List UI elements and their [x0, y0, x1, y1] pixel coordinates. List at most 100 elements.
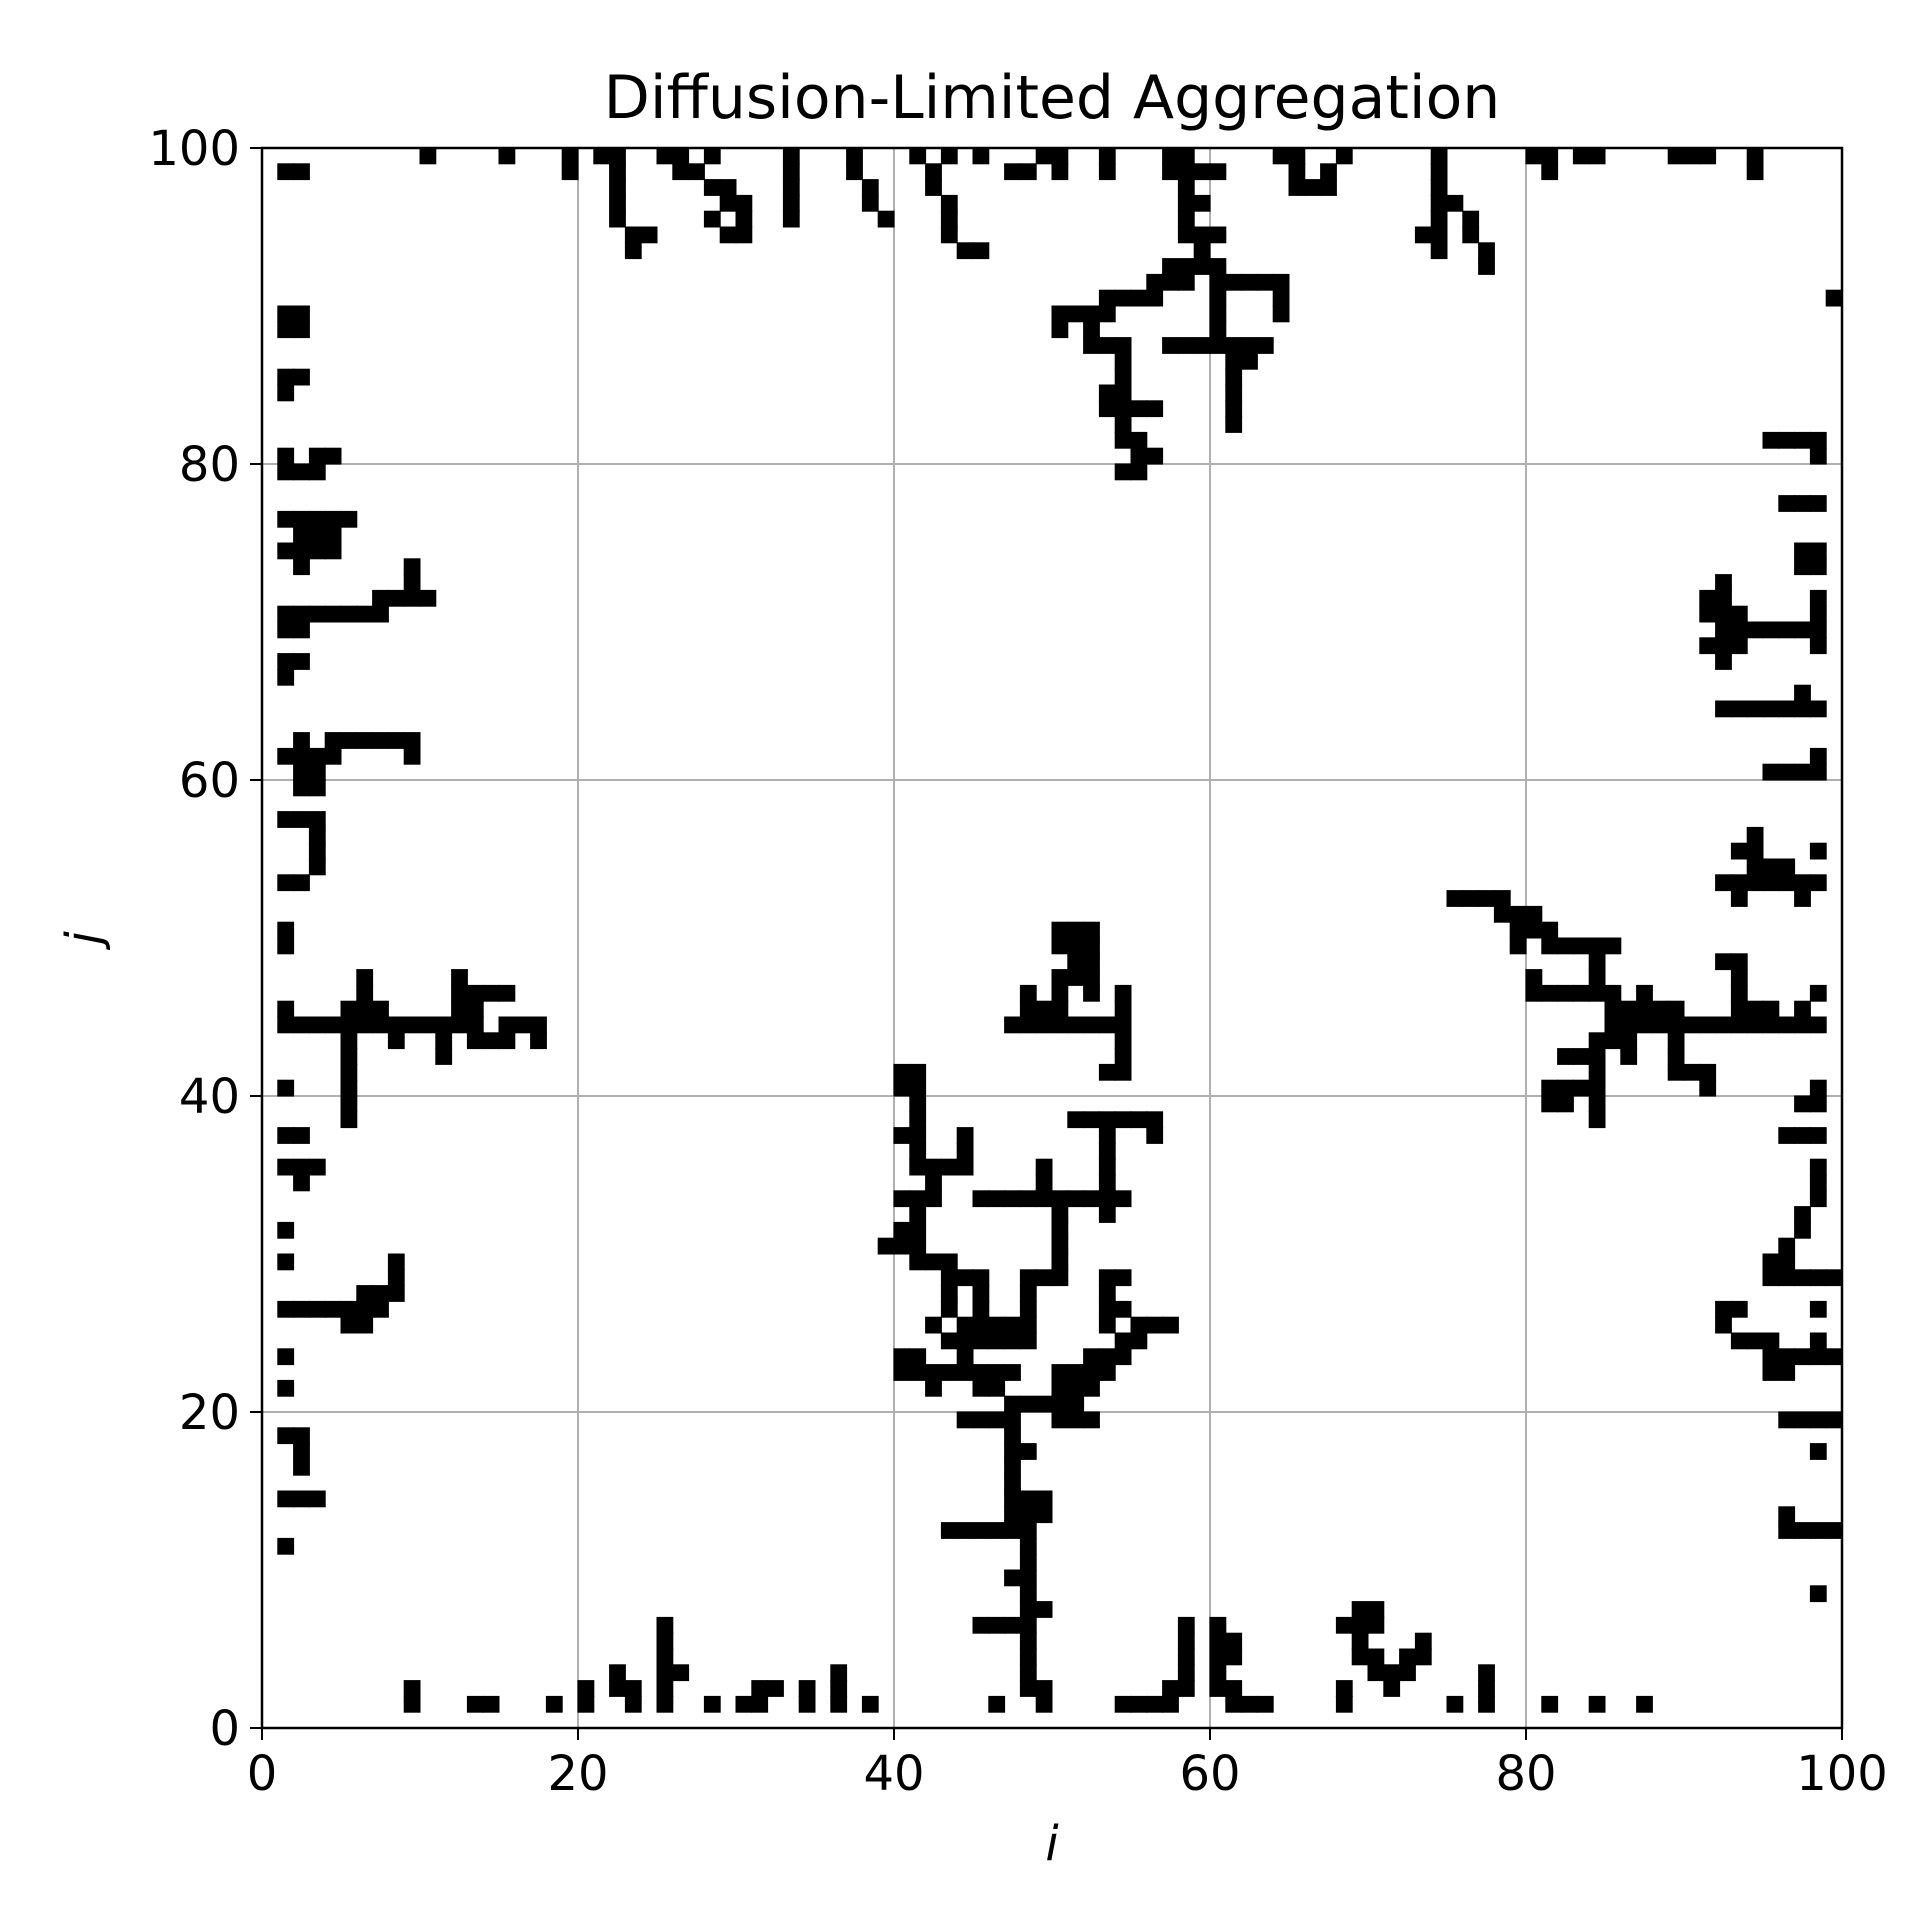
aggregate-cell [1098, 1063, 1116, 1081]
aggregate-cell [656, 1680, 674, 1697]
aggregate-cell [925, 179, 942, 196]
aggregate-cell [1225, 337, 1243, 354]
aggregate-cell [1114, 463, 1132, 481]
aggregate-cell [340, 732, 358, 749]
aggregate-cell [1730, 621, 1748, 639]
aggregate-cell [751, 1680, 769, 1697]
aggregate-cell [1209, 289, 1227, 307]
aggregate-cell [1730, 605, 1748, 623]
aggregate-cell [1794, 1095, 1811, 1113]
aggregate-cell [277, 621, 295, 639]
aggregate-cell [308, 1490, 326, 1508]
aggregate-cell [1114, 1048, 1132, 1065]
aggregate-cell [1035, 1490, 1053, 1508]
aggregate-cell [703, 179, 721, 196]
aggregate-cell [1715, 700, 1732, 718]
aggregate-cell [988, 1379, 1006, 1397]
aggregate-cell [1746, 1016, 1764, 1034]
aggregate-cell [1051, 1379, 1069, 1397]
aggregate-cell [1683, 1063, 1701, 1081]
aggregate-cell [1809, 700, 1827, 718]
aggregate-cell [782, 194, 800, 212]
aggregate-cell [1098, 1285, 1116, 1302]
aggregate-cell [909, 1063, 927, 1081]
aggregate-cell [1035, 1695, 1053, 1713]
aggregate-cell [940, 226, 958, 244]
aggregate-cell [1825, 1269, 1843, 1287]
aggregate-cell [1794, 890, 1811, 907]
aggregate-cell [1114, 289, 1132, 307]
aggregate-cell [277, 668, 295, 686]
aggregate-cell [1177, 163, 1195, 181]
aggregate-cell [1209, 1616, 1227, 1634]
aggregate-cell [1778, 1237, 1796, 1255]
aggregate-cell [1809, 1174, 1827, 1192]
aggregate-cell [1762, 431, 1780, 449]
aggregate-cell [940, 1285, 958, 1302]
aggregate-cell [925, 1316, 942, 1334]
aggregate-cell [340, 1300, 358, 1318]
aggregate-cell [925, 163, 942, 181]
aggregate-cell [1035, 1269, 1053, 1287]
aggregate-cell [356, 1300, 374, 1318]
aggregate-cell [672, 163, 690, 181]
aggregate-cell [1146, 1111, 1164, 1129]
aggregate-cell [1177, 179, 1195, 196]
aggregate-cell [277, 1253, 295, 1271]
aggregate-cell [1225, 1680, 1243, 1697]
aggregate-cell [1130, 447, 1148, 465]
aggregate-cell [1067, 1016, 1085, 1034]
aggregate-cell [372, 732, 389, 749]
aggregate-cell [719, 194, 737, 212]
aggregate-cell [387, 589, 405, 607]
aggregate-cell [1699, 637, 1717, 655]
aggregate-cell [1541, 147, 1559, 165]
aggregate-cell [940, 1253, 958, 1271]
aggregate-cell [293, 1127, 310, 1144]
aggregate-cell [1778, 1269, 1796, 1287]
aggregate-cell [956, 242, 974, 260]
aggregate-cell [1004, 1443, 1021, 1460]
aggregate-cell [609, 147, 626, 165]
aggregate-cell [798, 1695, 816, 1713]
aggregate-cell [1620, 1048, 1638, 1065]
aggregate-cell [1051, 147, 1069, 165]
aggregate-cell [1241, 337, 1258, 354]
aggregate-cell [1730, 1332, 1748, 1350]
aggregate-cell [1114, 1695, 1132, 1713]
aggregate-cell [1019, 1585, 1037, 1603]
aggregate-cell [1493, 890, 1511, 907]
aggregate-cell [1019, 1569, 1037, 1587]
aggregate-cell [1130, 431, 1148, 449]
aggregate-cell [1809, 1269, 1827, 1287]
aggregate-cell [1446, 194, 1464, 212]
aggregate-cell [688, 163, 705, 181]
aggregate-cell [1794, 542, 1811, 560]
aggregate-cell [1272, 305, 1290, 323]
aggregate-cell [356, 605, 374, 623]
aggregate-cell [293, 1300, 310, 1318]
aggregate-cell [1557, 984, 1574, 1002]
aggregate-cell [482, 984, 500, 1002]
aggregate-cell [1098, 1206, 1116, 1223]
aggregate-cell [1762, 1332, 1780, 1350]
aggregate-cell [735, 210, 753, 228]
aggregate-cell [308, 747, 326, 765]
aggregate-cell [1193, 242, 1211, 260]
aggregate-cell [1098, 305, 1116, 323]
aggregate-cell [1730, 969, 1748, 986]
aggregate-cell [340, 510, 358, 528]
aggregate-cell [1067, 953, 1085, 971]
aggregate-cell [340, 1000, 358, 1018]
aggregate-cell [308, 842, 326, 860]
aggregate-cell [1430, 210, 1448, 228]
aggregate-cell [1651, 1000, 1669, 1018]
aggregate-cell [1209, 163, 1227, 181]
aggregate-cell [1320, 163, 1337, 181]
aggregate-cell [909, 1206, 927, 1223]
aggregate-cell [1794, 1127, 1811, 1144]
aggregate-cell [735, 1695, 753, 1713]
aggregate-cell [1794, 1348, 1811, 1366]
aggregate-cell [324, 526, 342, 544]
aggregate-cell [1809, 495, 1827, 512]
